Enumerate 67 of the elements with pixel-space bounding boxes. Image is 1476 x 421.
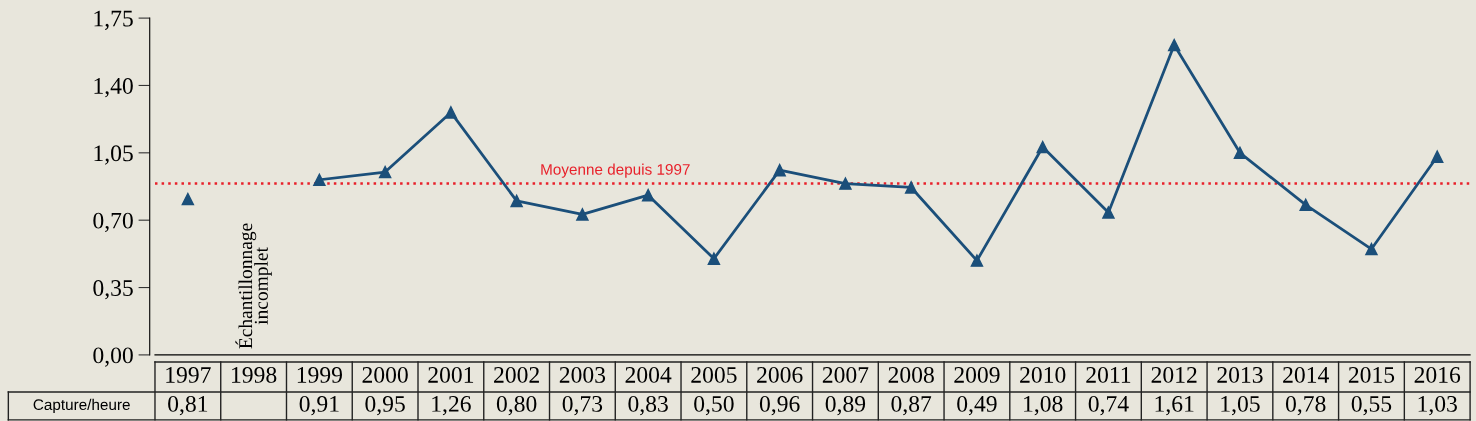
data-label: 0,55 — [1351, 395, 1392, 416]
point — [1036, 140, 1049, 154]
y-tick-label: 1,75 — [94, 10, 133, 30]
point — [839, 177, 852, 190]
point — [576, 208, 589, 221]
point — [1365, 242, 1378, 256]
data-label: 1,03 — [1418, 395, 1457, 416]
data-label: 0,49 — [957, 395, 997, 416]
x-tick-label: 2009 — [954, 366, 1000, 383]
data-label: 0,74 — [1088, 395, 1129, 416]
y-tick-label: 0,70 — [93, 212, 133, 233]
data-label: 0,80 — [496, 395, 537, 416]
x-tick-label: 2000 — [362, 366, 408, 383]
point — [313, 173, 326, 187]
y-tick-label: 1,40 — [94, 77, 133, 98]
point — [1430, 150, 1444, 163]
data-label: 0,96 — [759, 395, 800, 416]
point — [970, 254, 984, 267]
x-tick-label: 2004 — [625, 366, 672, 383]
x-tick-label: 2001 — [428, 366, 474, 383]
data-label: 1,61 — [1155, 395, 1194, 416]
y-tick-label: 0,35 — [93, 280, 133, 300]
data-label: 0,78 — [1285, 395, 1326, 416]
data-label: 0,50 — [694, 395, 734, 416]
x-tick-label: 2006 — [757, 366, 803, 383]
x-tick-label: 1997 — [166, 367, 211, 383]
x-tick-label: 1999 — [297, 367, 343, 383]
point — [1102, 206, 1115, 219]
data-label: 1,26 — [432, 395, 471, 416]
ref-line-label: Moyenne depuis 1997 — [541, 163, 690, 178]
x-tick-label: 2008 — [888, 366, 934, 383]
point — [641, 188, 655, 202]
data-label: 0,81 — [168, 395, 208, 416]
y-tick-label: 0,00 — [93, 347, 133, 367]
data-label: 1,08 — [1024, 395, 1063, 416]
data-label: 0,95 — [365, 395, 405, 416]
x-tick-label: 2002 — [494, 366, 539, 383]
data-label: 0,73 — [562, 395, 603, 416]
point — [1299, 198, 1312, 212]
point — [1167, 38, 1181, 52]
data-label: 0,89 — [825, 395, 866, 416]
x-tick-label: 2007 — [822, 366, 869, 383]
x-tick-label: 2016 — [1414, 366, 1461, 383]
x-tick-label: 2012 — [1151, 366, 1197, 383]
point — [773, 163, 786, 177]
point — [378, 165, 392, 179]
data-label: 0,83 — [628, 395, 668, 416]
x-tick-label: 2003 — [559, 366, 606, 383]
x-tick-label: 1998 — [232, 366, 277, 383]
point — [510, 194, 523, 208]
annotation: Échantillonnage incomplet — [235, 223, 272, 349]
point — [444, 106, 458, 119]
x-tick-label: 2005 — [691, 366, 737, 383]
x-tick-label: 2011 — [1086, 366, 1131, 383]
x-tick-label: 2015 — [1348, 366, 1395, 383]
data-label: 1,05 — [1221, 395, 1260, 416]
y-tick-label: 1,05 — [94, 145, 133, 165]
data-label: 0,91 — [299, 395, 339, 416]
point — [1233, 146, 1247, 160]
text: Capture/heure — [33, 398, 130, 414]
x-tick-label: 2013 — [1217, 366, 1263, 383]
x-tick-label: 2014 — [1283, 366, 1329, 383]
point — [904, 181, 918, 194]
x-tick-label: 2010 — [1020, 366, 1066, 383]
data-label: 0,87 — [891, 395, 932, 416]
point — [181, 192, 195, 206]
point — [707, 252, 721, 265]
